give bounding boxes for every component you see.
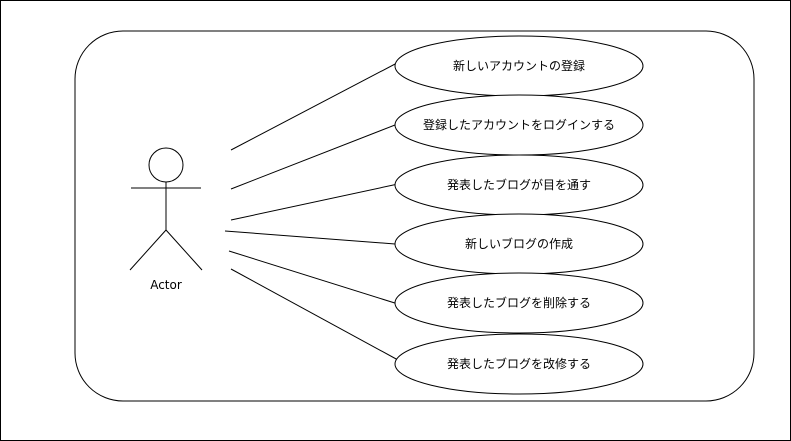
actor-right-leg (165, 229, 203, 271)
association-line (230, 62, 398, 151)
use-case-2[interactable]: 登録したアカウントをログインする (394, 94, 644, 156)
actor-head (148, 147, 184, 183)
use-case-label: 新しいアカウントの登録 (453, 58, 585, 73)
association-line (228, 250, 399, 305)
associations (224, 62, 399, 361)
use-case-4[interactable]: 新しいブログの作成 (394, 213, 644, 275)
use-case-1[interactable]: 新しいアカウントの登録 (394, 35, 644, 97)
use-case-3[interactable]: 発表したブログが目を通す (394, 154, 644, 216)
system-boundary (74, 30, 755, 402)
actor-left-leg (129, 229, 167, 271)
association-line (224, 230, 396, 245)
association-line (230, 268, 399, 361)
use-case-ellipse[interactable] (394, 333, 644, 395)
use-case-ellipse[interactable] (394, 272, 644, 334)
use-case-5[interactable]: 発表したブログを削除する (394, 272, 644, 334)
use-case-label: 発表したブログを削除する (447, 295, 591, 310)
association-line (230, 183, 399, 221)
use-case-6[interactable]: 発表したブログを改修する (394, 333, 644, 395)
use-case-label: 発表したブログを改修する (447, 356, 591, 371)
use-case-label: 発表したブログが目を通す (447, 177, 591, 192)
use-case-label: 新しいブログの作成 (465, 236, 573, 251)
actor-label: Actor (150, 278, 182, 292)
association-line (230, 124, 396, 190)
use-case-label: 登録したアカウントをログインする (423, 117, 615, 132)
actor: Actor (129, 147, 203, 292)
